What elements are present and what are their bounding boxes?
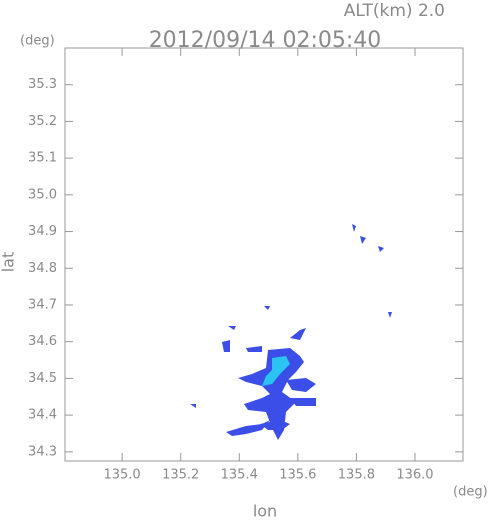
echo — [360, 236, 366, 244]
x-tick-label: 135.2 — [162, 468, 199, 483]
y-tick-label: 34.9 — [28, 224, 57, 239]
altitude: ALT(km) 2.0 — [344, 1, 445, 21]
echo — [290, 328, 306, 340]
x-tick-label: 136.0 — [396, 468, 433, 483]
y-axis-label: lat — [0, 252, 18, 273]
y-tick-label: 35.1 — [28, 151, 57, 166]
y-tick-label: 35.0 — [28, 187, 57, 202]
y-tick-label: 35.3 — [28, 77, 57, 92]
echo — [260, 420, 290, 430]
x-axis-label: lon — [253, 502, 277, 521]
echo — [238, 348, 304, 440]
x-tick-label: 135.0 — [103, 468, 140, 483]
echo — [226, 420, 270, 436]
y-tick-label: 34.5 — [28, 371, 57, 386]
y-tick-label: 34.8 — [28, 261, 57, 276]
y-tick-label: 34.3 — [28, 444, 57, 459]
chart-title: 2012/09/14 02:05:40 — [149, 28, 382, 53]
echo — [190, 404, 196, 408]
x-tick-label: 135.6 — [279, 468, 316, 483]
echo — [264, 306, 270, 310]
echo — [286, 378, 316, 392]
echo — [352, 224, 356, 232]
x-tick-label: 135.4 — [221, 468, 258, 483]
echo-blobs — [190, 224, 392, 440]
echo — [222, 340, 230, 352]
echo — [378, 246, 384, 252]
plot-frame — [64, 47, 464, 462]
x-tick-label: 135.8 — [338, 468, 375, 483]
echo — [228, 326, 236, 330]
echo — [388, 312, 392, 318]
y-tick-label: 34.7 — [28, 297, 57, 312]
echo — [290, 398, 316, 406]
x-unit: (deg) — [453, 485, 488, 500]
echo — [246, 346, 262, 352]
y-tick-label: 34.4 — [28, 408, 57, 423]
echo-core — [262, 356, 290, 386]
y-tick-label: 35.2 — [28, 114, 57, 129]
y-tick-label: 34.6 — [28, 334, 57, 349]
y-unit: (deg) — [20, 34, 55, 49]
